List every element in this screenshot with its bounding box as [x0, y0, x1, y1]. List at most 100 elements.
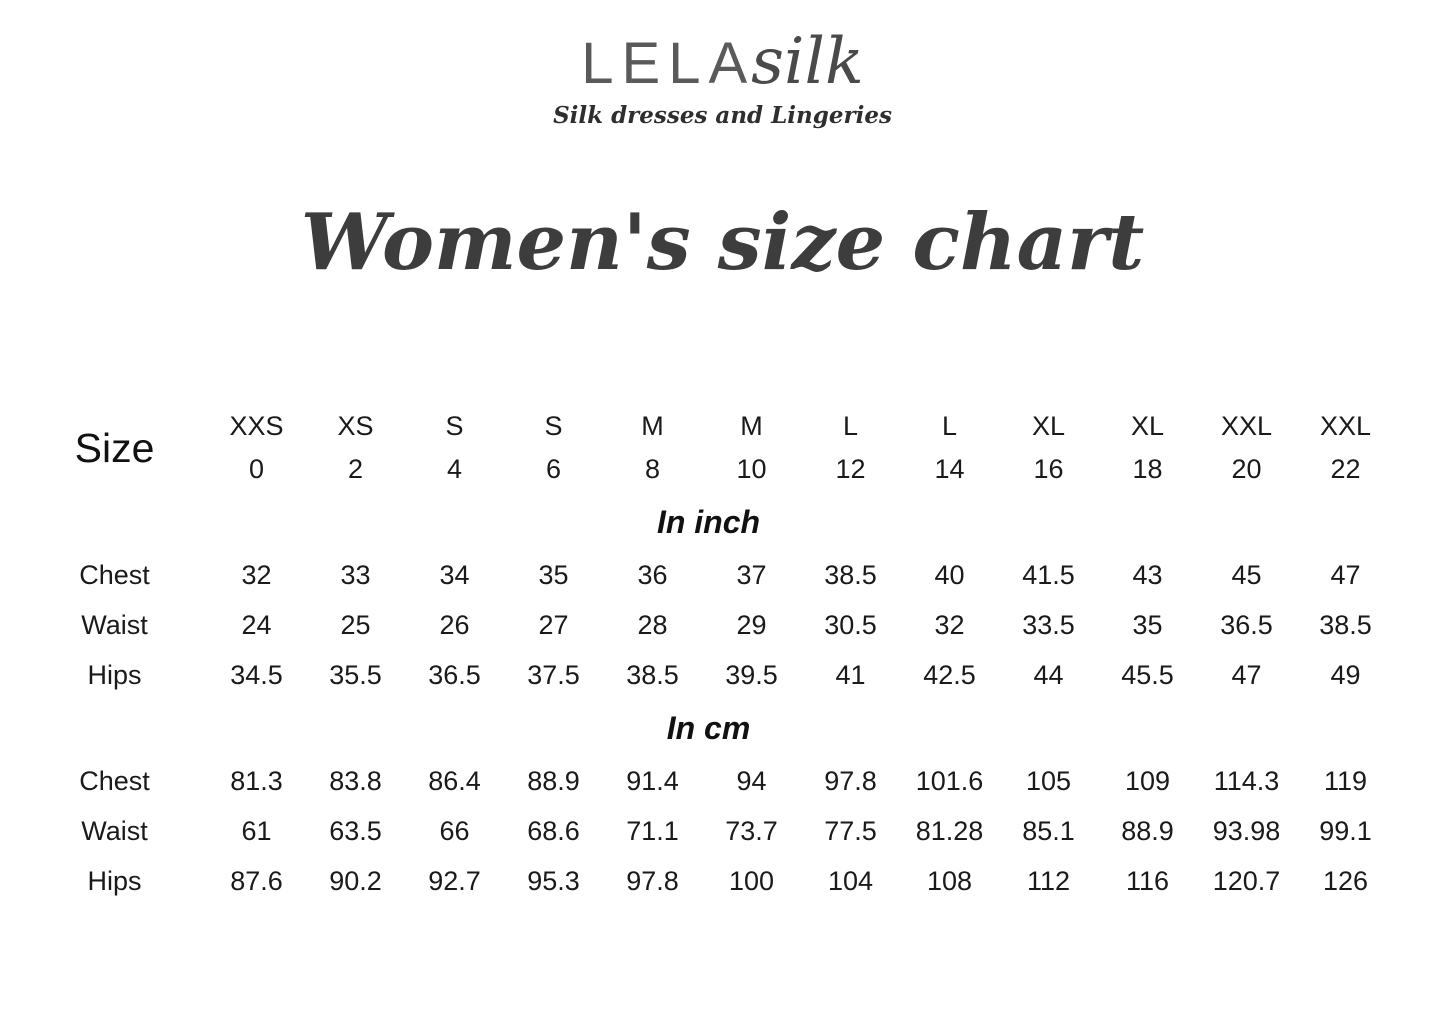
- measurement-value: 40: [934, 559, 965, 590]
- measurement-value: 49: [1330, 659, 1361, 690]
- size-column-header: XXL 20: [1197, 402, 1296, 494]
- measurement-value: 92.7: [428, 865, 481, 896]
- measurement-value: 100: [728, 865, 775, 896]
- size-name: XL: [1031, 411, 1066, 441]
- measurement-value: 116: [1125, 865, 1170, 896]
- measurement-value: 119: [1323, 765, 1368, 796]
- row-label: Waist: [81, 815, 148, 846]
- measurement-value: 47: [1231, 659, 1262, 690]
- measurement-value: 36.5: [428, 659, 481, 690]
- size-column-header: XXS 0: [207, 402, 306, 494]
- measurement-value: 63.5: [329, 815, 382, 846]
- measurement-value: 112: [1026, 865, 1071, 896]
- measurement-value: 108: [926, 865, 973, 896]
- measurement-value: 85.1: [1022, 815, 1075, 846]
- measurement-value: 25: [340, 609, 371, 640]
- size-name: L: [842, 411, 859, 441]
- measurement-value: 32: [241, 559, 272, 590]
- size-column-header: XL 16: [999, 402, 1098, 494]
- row-label: Hips: [87, 865, 142, 896]
- size-number: 16: [1033, 454, 1064, 484]
- size-column-header: XL 18: [1098, 402, 1197, 494]
- measurement-value: 104: [827, 865, 874, 896]
- measurement-value: 101.6: [915, 765, 984, 796]
- measurement-value: 42.5: [923, 659, 976, 690]
- measurement-value: 97.8: [626, 865, 679, 896]
- measurement-value: 38.5: [1319, 609, 1372, 640]
- measurement-value: 88.9: [1121, 815, 1174, 846]
- measurement-value: 30.5: [824, 609, 877, 640]
- measurement-value: 39.5: [725, 659, 778, 690]
- measurement-value: 109: [1124, 765, 1171, 796]
- size-number: 18: [1132, 454, 1163, 484]
- measurement-value: 37.5: [527, 659, 580, 690]
- size-number: 12: [835, 454, 866, 484]
- measurement-value: 120.7: [1212, 865, 1281, 896]
- measurement-value: 81.28: [915, 815, 984, 846]
- measurement-value: 33: [340, 559, 371, 590]
- measurement-value: 77.5: [824, 815, 877, 846]
- brand-name-script: silk: [751, 25, 864, 99]
- size-number: 20: [1231, 454, 1262, 484]
- measurement-value: 47: [1330, 559, 1361, 590]
- measurement-value: 43: [1132, 559, 1163, 590]
- measurement-value: 97.8: [824, 765, 877, 796]
- measurement-value: 71.1: [626, 815, 679, 846]
- brand-tagline: Silk dresses and Lingeries: [553, 102, 892, 129]
- size-name: XXS: [229, 411, 284, 441]
- size-column-header: L 14: [900, 402, 999, 494]
- measurement-value: 38.5: [824, 559, 877, 590]
- measurement-value: 32: [934, 609, 965, 640]
- measurement-value: 90.2: [329, 865, 382, 896]
- row-label: Chest: [79, 559, 150, 590]
- size-number: 6: [545, 454, 562, 484]
- measurement-value: 87.6: [230, 865, 283, 896]
- size-name: S: [445, 411, 464, 441]
- measurement-value: 93.98: [1212, 815, 1281, 846]
- measurement-value: 34: [439, 559, 470, 590]
- size-column-header: XS 2: [306, 402, 405, 494]
- measurement-value: 38.5: [626, 659, 679, 690]
- measurement-value: 45: [1231, 559, 1262, 590]
- measurement-value: 95.3: [527, 865, 580, 896]
- brand-name: LELAsilk: [0, 30, 1445, 94]
- size-number: 4: [446, 454, 463, 484]
- section-heading: In cm: [666, 709, 751, 746]
- measurement-value: 36.5: [1220, 609, 1273, 640]
- measurement-value: 88.9: [527, 765, 580, 796]
- row-label: Waist: [81, 609, 148, 640]
- measurement-value: 24: [241, 609, 272, 640]
- measurement-value: 81.3: [230, 765, 283, 796]
- brand-logo: LELAsilk Silk dresses and Lingeries: [0, 30, 1445, 129]
- measurement-value: 45.5: [1121, 659, 1174, 690]
- measurement-value: 83.8: [329, 765, 382, 796]
- section-heading: In inch: [656, 503, 761, 540]
- size-name: XL: [1130, 411, 1165, 441]
- size-table: Size XXS 0 XS 2 S 4 S 6 M 8 M 10 L 12 L 14 XL 16 XL 18 XXL 20 X…: [22, 402, 1402, 906]
- row-label: Hips: [87, 659, 142, 690]
- size-number: 10: [736, 454, 767, 484]
- size-number: 8: [644, 454, 661, 484]
- row-label: Chest: [79, 765, 150, 796]
- size-name: XXL: [1220, 411, 1273, 441]
- measurement-value: 35: [538, 559, 569, 590]
- size-number: 14: [934, 454, 965, 484]
- measurement-value: 36: [637, 559, 668, 590]
- size-column-header: L 12: [801, 402, 900, 494]
- measurement-value: 34.5: [230, 659, 283, 690]
- measurement-value: 37: [736, 559, 767, 590]
- measurement-value: 91.4: [626, 765, 679, 796]
- size-name: S: [544, 411, 563, 441]
- measurement-value: 33.5: [1022, 609, 1075, 640]
- brand-name-plain: LELA: [581, 31, 756, 96]
- size-number: 0: [248, 454, 265, 484]
- measurement-value: 94: [736, 765, 767, 796]
- measurement-value: 35.5: [329, 659, 382, 690]
- measurement-value: 44: [1033, 659, 1064, 690]
- measurement-value: 35: [1132, 609, 1163, 640]
- measurement-value: 126: [1322, 865, 1369, 896]
- measurement-value: 73.7: [725, 815, 778, 846]
